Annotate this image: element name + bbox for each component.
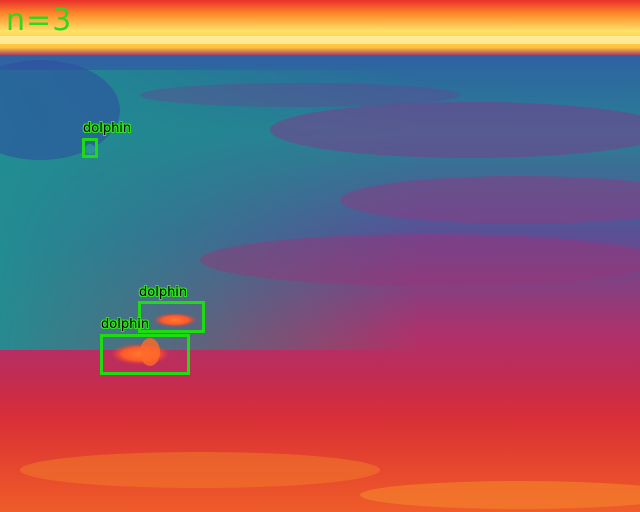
detection-label: dolphin — [139, 285, 188, 300]
detection-box — [138, 301, 205, 333]
detection-label: dolphin — [83, 121, 132, 136]
detection-count: n=3 — [6, 3, 73, 38]
dolphin-heat-signature — [153, 313, 197, 327]
dolphin-heat-signature — [140, 338, 160, 366]
detection-box — [100, 334, 190, 375]
dolphin-heat-signature — [85, 144, 95, 154]
detection-box — [82, 138, 98, 158]
detection-label: dolphin — [101, 317, 150, 332]
